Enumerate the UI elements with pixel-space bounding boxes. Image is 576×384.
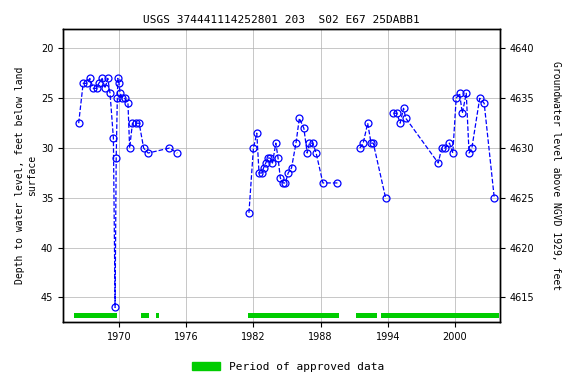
- Title: USGS 374441114252801 203  S02 E67 25DABB1: USGS 374441114252801 203 S02 E67 25DABB1: [143, 15, 420, 25]
- Bar: [248, 313, 339, 318]
- Y-axis label: Depth to water level, feet below land
surface: Depth to water level, feet below land su…: [15, 67, 37, 284]
- Bar: [357, 313, 377, 318]
- Legend: Period of approved data: Period of approved data: [188, 358, 388, 377]
- Bar: [156, 313, 160, 318]
- Bar: [381, 313, 499, 318]
- Bar: [74, 313, 117, 318]
- Y-axis label: Groundwater level above NGVD 1929, feet: Groundwater level above NGVD 1929, feet: [551, 61, 561, 290]
- Bar: [141, 313, 149, 318]
